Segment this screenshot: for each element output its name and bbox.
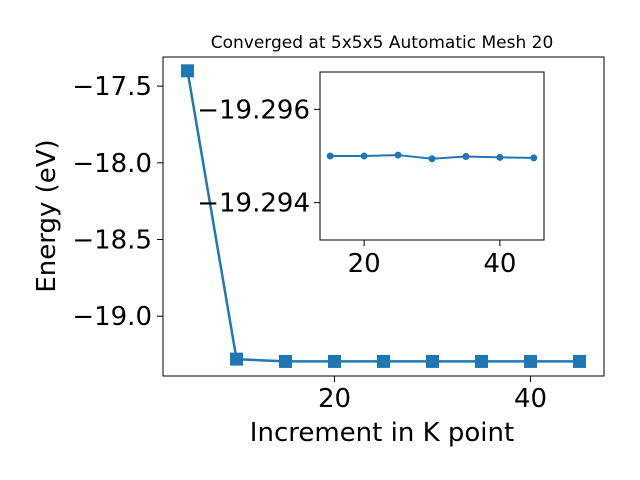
main-x-ticks: 20 40 [318, 376, 547, 414]
main-y-tick-label: −18.5 [72, 226, 152, 256]
main-axes: Converged at 5x5x5 Automatic Mesh 20 20 4… [32, 33, 605, 448]
main-data-marker [181, 64, 194, 78]
inset-x-ticks: 20 40 [348, 240, 516, 279]
main-y-tick-label: −19.0 [72, 302, 152, 332]
inset-axes: −19.296−19.294 20 40 [197, 71, 545, 279]
main-data-marker [230, 352, 243, 366]
main-series-markers [181, 64, 586, 368]
main-plot-frame [162, 56, 605, 377]
inset-data-marker [530, 154, 538, 162]
main-y-ticks: −17.5 −18.0 −18.5 −19.0 [72, 72, 163, 332]
main-data-marker [475, 354, 488, 368]
main-y-tick-label: −18.0 [72, 149, 152, 179]
inset-x-tick-label: 20 [348, 249, 381, 279]
main-y-tick-label: −17.5 [72, 72, 152, 102]
inset-data-marker [428, 155, 436, 163]
inset-data-marker [360, 152, 368, 160]
inset-y-tick-label: −19.296 [197, 95, 310, 125]
main-data-marker [377, 354, 390, 368]
inset-data-marker [394, 151, 402, 159]
inset-data-marker [496, 153, 504, 161]
main-data-marker [328, 354, 341, 368]
inset-data-marker [326, 152, 334, 160]
main-data-marker [524, 354, 537, 368]
inset-data-marker [462, 152, 470, 160]
main-x-tick-label: 20 [318, 384, 351, 414]
main-title: Converged at 5x5x5 Automatic Mesh 20 [211, 33, 554, 53]
main-data-marker [279, 354, 292, 368]
main-data-marker [426, 354, 439, 368]
y-axis-label: Energy (eV) [32, 139, 62, 292]
inset-y-ticks: −19.296 −19.294 [197, 95, 320, 219]
main-x-tick-label: 40 [514, 384, 547, 414]
inset-plot-frame [319, 71, 545, 241]
inset-x-tick-label: 40 [483, 249, 516, 279]
x-axis-label: Increment in K point [250, 418, 514, 448]
main-data-marker [573, 354, 586, 368]
inset-series-markers [326, 151, 538, 163]
inset-y-tick-label: −19.294 [197, 189, 310, 219]
